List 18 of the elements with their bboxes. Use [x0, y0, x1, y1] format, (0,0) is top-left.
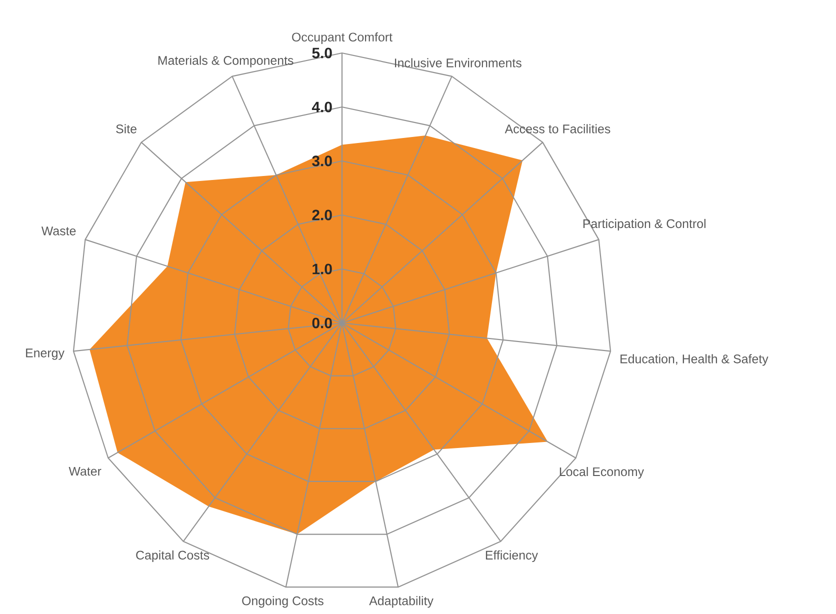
y-tick-label: 2.0 [312, 210, 332, 220]
y-tick-label: 0.0 [312, 318, 332, 328]
spoke-label: Water [68, 466, 102, 476]
y-tick-label: 4.0 [312, 102, 332, 112]
spoke-label: Energy [26, 348, 64, 360]
spoke-label: Education, Health & Safety [620, 354, 768, 366]
y-tick-label: 3.0 [312, 156, 332, 166]
y-tick-label: 5.0 [312, 48, 332, 58]
spoke-label: Capital Costs [136, 550, 210, 562]
y-tick-label: 1.0 [312, 264, 332, 274]
spoke-label: Waste [41, 226, 76, 236]
spoke-label: Inclusive Environments [395, 58, 522, 68]
spoke-label: Site [116, 124, 136, 134]
spoke-label: Efficiency [486, 550, 538, 562]
spoke-label: Adaptability [369, 596, 434, 608]
spoke-label: Materials & Components [158, 56, 294, 68]
spoke-label: Occupant Comfort [292, 32, 392, 44]
spoke-label: Ongoing Costs [242, 596, 324, 608]
